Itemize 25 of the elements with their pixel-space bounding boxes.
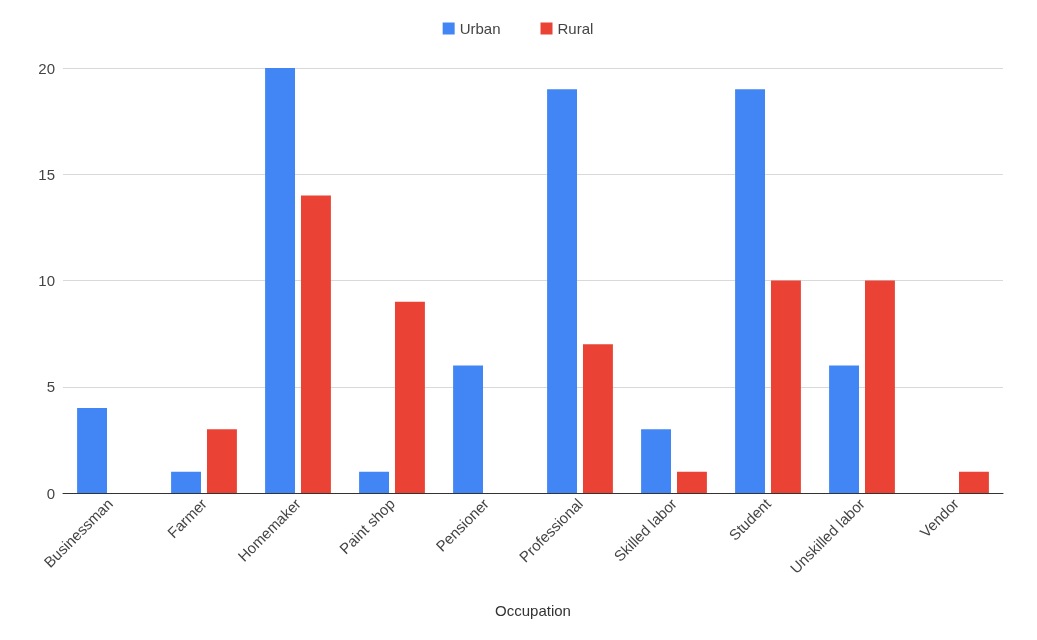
bar bbox=[582, 344, 613, 493]
bar bbox=[735, 89, 766, 493]
bar bbox=[394, 301, 425, 493]
bar bbox=[770, 280, 801, 493]
bar bbox=[676, 471, 707, 493]
bar bbox=[171, 471, 202, 493]
bar bbox=[864, 280, 895, 493]
bar bbox=[641, 429, 672, 493]
y-tick-label: 0 bbox=[46, 484, 55, 502]
bar bbox=[265, 68, 296, 493]
bar bbox=[958, 471, 989, 493]
y-tick-label: 15 bbox=[38, 165, 55, 183]
bar bbox=[547, 89, 578, 493]
bar bbox=[77, 408, 108, 493]
y-tick-label: 10 bbox=[38, 272, 55, 289]
legend-label: Urban bbox=[459, 20, 501, 37]
legend-label: Rural bbox=[557, 20, 594, 37]
bar bbox=[300, 195, 331, 493]
y-tick-label: 5 bbox=[46, 378, 55, 396]
y-tick-label: 20 bbox=[38, 59, 55, 77]
x-axis-title: Occupation bbox=[495, 602, 571, 619]
bar bbox=[829, 365, 860, 493]
bar bbox=[453, 365, 484, 493]
bar bbox=[206, 429, 237, 493]
bar bbox=[359, 471, 390, 493]
